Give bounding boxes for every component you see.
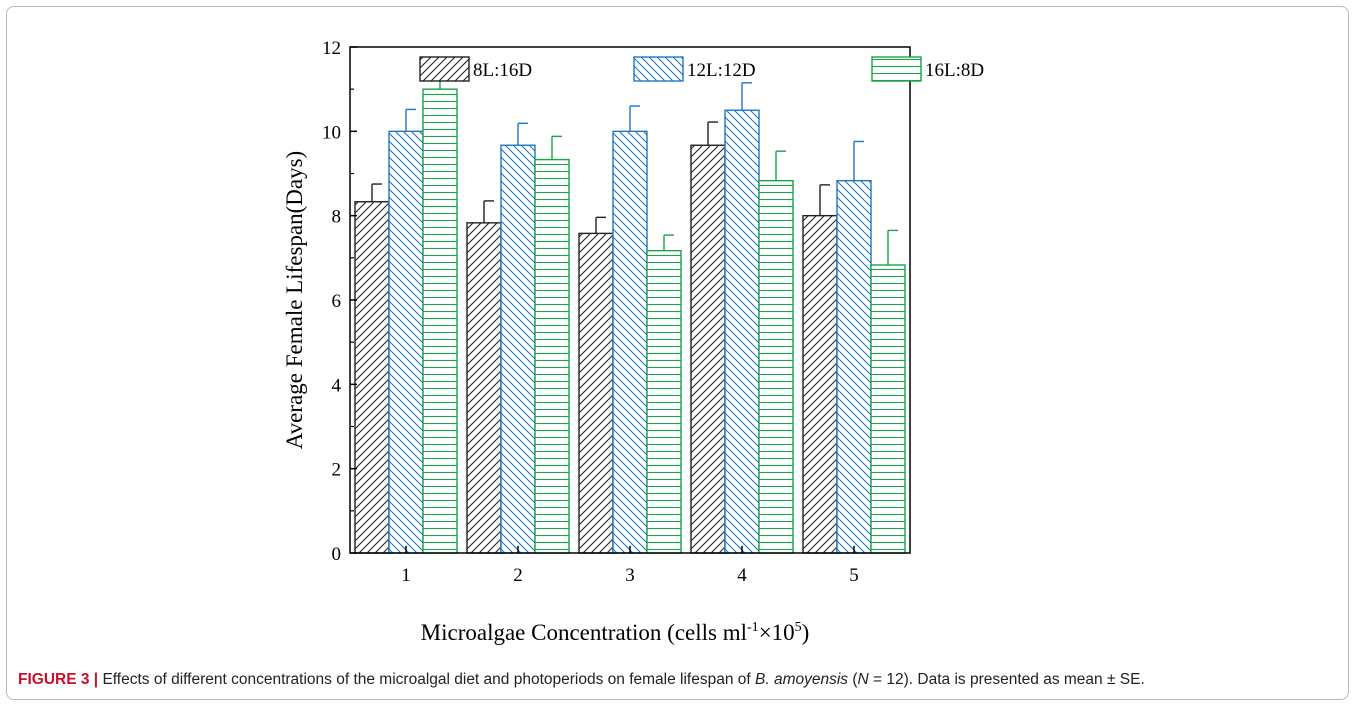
y-tick-label: 10	[322, 122, 341, 143]
x-axis-label-main: Microalgae Concentration (cells ml	[421, 620, 747, 645]
plot-area	[354, 78, 906, 554]
bar-16L:8D-4	[758, 179, 794, 554]
x-axis-label-mid: ×10	[759, 620, 795, 645]
legend-swatch	[633, 56, 684, 82]
bar-16L:8D-1	[422, 88, 458, 554]
bar-8L:16D-4	[690, 144, 726, 554]
legend-label: 12L:12D	[687, 60, 756, 81]
bar-12L:12D-5	[836, 179, 872, 554]
y-tick-label: 0	[332, 544, 342, 565]
y-tick-label: 8	[332, 207, 342, 228]
legend-swatch	[419, 56, 470, 82]
bar-8L:16D-1	[354, 201, 390, 554]
legend-swatch	[871, 56, 922, 82]
bar-8L:16D-2	[466, 222, 502, 554]
legend-label: 8L:16D	[473, 60, 532, 81]
bar-16L:8D-5	[870, 264, 906, 554]
caption-text-c: = 12). Data is presented as mean ± SE.	[868, 671, 1145, 688]
caption-label: FIGURE 3	[18, 671, 90, 688]
x-tick-label: 2	[513, 565, 523, 586]
x-tick-label: 3	[625, 565, 635, 586]
x-axis: 1 2 3 4 5	[401, 546, 859, 586]
x-tick-label: 5	[849, 565, 859, 586]
x-axis-label-end: )	[802, 620, 810, 645]
caption-text-a: Effects of different concentrations of t…	[102, 671, 755, 688]
legend-label: 16L:8D	[925, 60, 984, 81]
y-tick-label: 6	[332, 291, 342, 312]
y-axis-label: Average Female Lifespan(Days)	[282, 151, 307, 449]
y-tick-label: 2	[332, 460, 342, 481]
legend: 8L:16D 12L:12D 16L:8D	[419, 56, 984, 82]
bar-8L:16D-3	[578, 232, 614, 554]
x-axis-label: Microalgae Concentration (cells ml-1×105…	[421, 620, 810, 645]
x-tick-label: 1	[401, 565, 411, 586]
x-axis-label-sup1: -1	[747, 620, 759, 635]
x-axis-label-sup2: 5	[795, 620, 802, 635]
figure-caption: FIGURE 3 | Effects of different concentr…	[18, 671, 1338, 689]
bar-12L:12D-3	[612, 130, 648, 554]
x-tick-label: 4	[737, 565, 747, 586]
y-axis: 0 2 4 6 8 10 12	[322, 38, 357, 565]
bar-12L:12D-2	[500, 144, 536, 554]
y-tick-label: 12	[322, 38, 341, 59]
caption-n-symbol: N	[857, 671, 869, 688]
caption-species: B. amoyensis	[755, 671, 849, 688]
caption-separator: |	[89, 671, 103, 688]
bar-12L:12D-1	[388, 130, 424, 554]
bar-8L:16D-5	[802, 214, 838, 554]
y-tick-label: 4	[332, 375, 342, 396]
bar-12L:12D-4	[724, 109, 760, 554]
bar-16L:8D-3	[646, 249, 682, 554]
caption-text-b: (	[848, 671, 858, 688]
bar-16L:8D-2	[534, 158, 570, 554]
